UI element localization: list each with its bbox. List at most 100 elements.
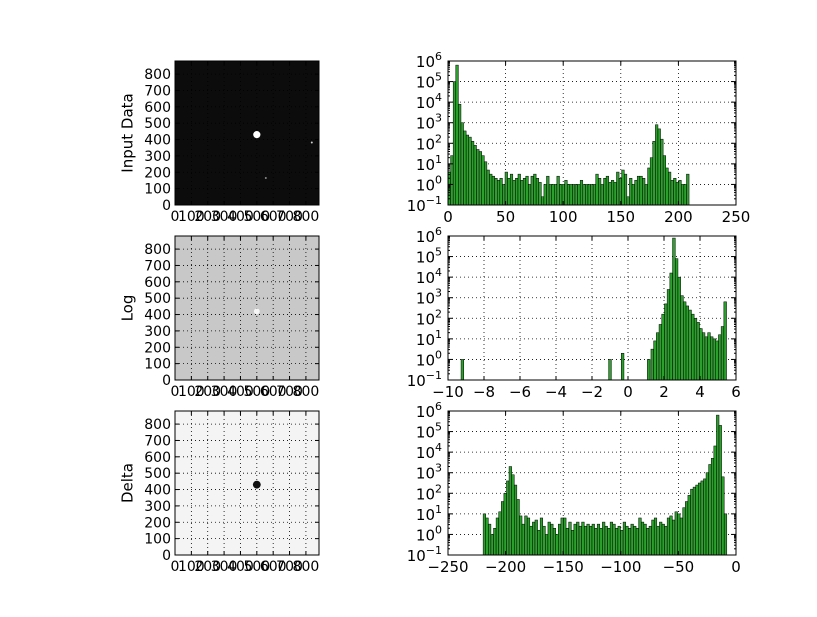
y-tick-label: 200 bbox=[144, 515, 171, 531]
y-tick-label: 103 bbox=[416, 287, 442, 308]
x-tick-label: 100 bbox=[178, 559, 205, 575]
y-tick-label: 104 bbox=[416, 91, 442, 112]
histogram-bar bbox=[710, 336, 714, 381]
histogram-bar bbox=[635, 528, 639, 556]
axes-frame bbox=[174, 235, 320, 381]
histogram-bar bbox=[532, 521, 536, 556]
y-tick-label: 102 bbox=[416, 307, 442, 328]
histogram-bar bbox=[582, 184, 586, 206]
histogram-bar bbox=[699, 328, 703, 381]
y-tick-label: 104 bbox=[416, 441, 442, 462]
histogram-bar bbox=[521, 523, 525, 556]
y-tick-label: 10−1 bbox=[407, 369, 442, 390]
y-tick-label: 103 bbox=[416, 112, 442, 133]
histogram-bar bbox=[504, 171, 508, 206]
histogram-bar bbox=[560, 517, 564, 556]
histogram-bar bbox=[545, 534, 549, 556]
histogram-bar bbox=[628, 528, 632, 556]
histogram-bar bbox=[577, 184, 581, 206]
histogram-bar bbox=[692, 486, 696, 556]
histogram-bar bbox=[675, 258, 679, 381]
histogram-bar bbox=[493, 528, 497, 556]
histogram-bar bbox=[646, 528, 650, 556]
histogram-bar bbox=[683, 184, 687, 206]
histogram-bar bbox=[673, 178, 677, 206]
y-tick-label: 100 bbox=[416, 523, 442, 544]
subplots: 0100200300400500600700800010020030040050… bbox=[119, 50, 751, 576]
histogram-bar bbox=[626, 196, 630, 206]
histogram-bar bbox=[647, 167, 651, 206]
hist-3: −250 −200 −150 −100 −50 010−11001011021031041… bbox=[407, 400, 741, 576]
histogram-bar bbox=[677, 513, 681, 556]
axes-frame bbox=[174, 60, 320, 206]
histogram-bar bbox=[550, 523, 554, 556]
x-tick-label: 800 bbox=[293, 559, 320, 575]
y-tick-label: 300 bbox=[144, 499, 171, 515]
histogram-bar bbox=[630, 523, 634, 556]
histogram-bar bbox=[471, 140, 475, 206]
histogram-bar bbox=[672, 519, 676, 556]
histogram-bar bbox=[586, 523, 590, 556]
histogram-bar bbox=[720, 326, 725, 381]
histogram-bar bbox=[490, 534, 494, 556]
x-tick-label: 400 bbox=[227, 559, 254, 575]
image-feature bbox=[253, 308, 260, 315]
x-tick-label: 4 bbox=[695, 383, 705, 401]
histogram-bar bbox=[713, 445, 717, 556]
histogram-bar bbox=[594, 528, 598, 556]
histogram-bar bbox=[529, 525, 533, 556]
histogram-bar bbox=[590, 184, 594, 206]
x-tick-label: 100 bbox=[178, 384, 205, 400]
histogram-bar bbox=[564, 180, 568, 206]
histogram-bar bbox=[546, 175, 550, 206]
histogram-bar bbox=[621, 353, 625, 381]
histogram-bar bbox=[517, 173, 521, 206]
y-tick-label: 0 bbox=[162, 198, 171, 214]
histogram-bar bbox=[668, 171, 672, 206]
histogram-bar bbox=[691, 313, 695, 381]
y-tick-label: 800 bbox=[144, 67, 171, 83]
histogram-bar bbox=[652, 140, 656, 206]
histogram-bar bbox=[683, 301, 687, 381]
y-axis-label: Log bbox=[119, 295, 137, 322]
histogram-bar bbox=[501, 501, 505, 556]
histogram-bar bbox=[664, 303, 668, 381]
x-tick-label: 6 bbox=[731, 383, 741, 401]
x-tick-label: −100 bbox=[600, 558, 641, 576]
histogram-bar bbox=[542, 525, 546, 556]
histogram-bar bbox=[534, 519, 538, 556]
histogram-bar bbox=[677, 276, 681, 381]
y-tick-label: 106 bbox=[416, 400, 442, 421]
histogram-bar bbox=[636, 175, 641, 206]
x-tick-label: 700 bbox=[276, 384, 303, 400]
y-tick-label: 105 bbox=[416, 71, 442, 92]
histogram-bar bbox=[458, 103, 462, 206]
histogram-bar bbox=[703, 478, 707, 556]
x-tick-label: −8 bbox=[473, 383, 495, 401]
y-tick-label: 700 bbox=[144, 433, 171, 449]
x-tick-label: 300 bbox=[211, 559, 238, 575]
histogram-bar bbox=[700, 480, 704, 556]
histogram-bar bbox=[551, 184, 555, 206]
y-axis-label: Delta bbox=[119, 463, 137, 503]
histogram-bar bbox=[696, 322, 700, 381]
histogram-bar bbox=[595, 173, 599, 206]
x-tick-label: 150 bbox=[606, 208, 635, 226]
histogram-bar bbox=[511, 474, 515, 556]
x-tick-label: 50 bbox=[496, 208, 515, 226]
y-tick-label: 100 bbox=[416, 348, 442, 369]
image-area bbox=[175, 236, 319, 380]
y-tick-label: 105 bbox=[416, 421, 442, 442]
histogram-bar bbox=[543, 184, 547, 206]
x-tick-label: −10 bbox=[432, 383, 464, 401]
histogram-bar bbox=[450, 155, 454, 206]
x-tick-label: 600 bbox=[260, 209, 287, 225]
y-tick-label: 100 bbox=[144, 357, 171, 373]
histogram-bar bbox=[653, 340, 657, 381]
histogram-bar bbox=[452, 81, 457, 206]
x-tick-label: 400 bbox=[227, 384, 254, 400]
histogram-bar bbox=[473, 145, 477, 206]
y-tick-label: 10−1 bbox=[407, 544, 442, 565]
